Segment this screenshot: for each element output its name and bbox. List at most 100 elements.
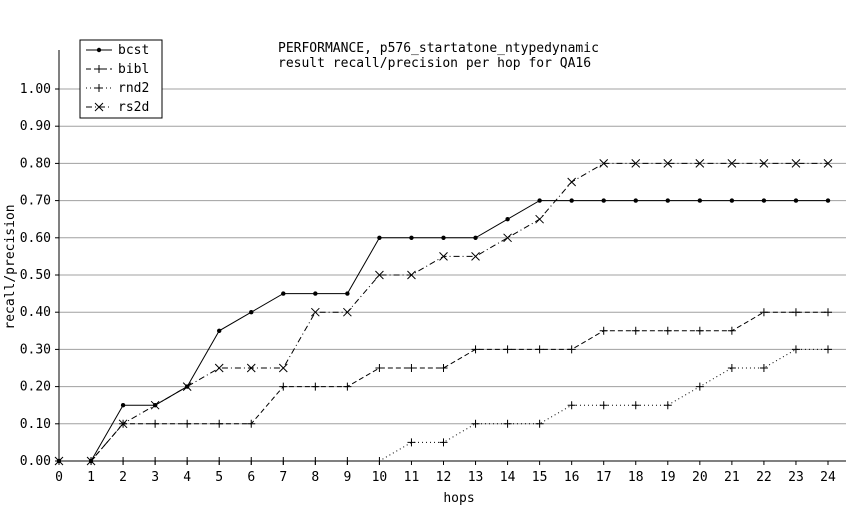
data-point-bcst [729,198,735,203]
data-point-bcst [665,198,670,203]
y-tick-label: 0.60 [20,231,51,246]
data-point-rnd2 [311,457,320,465]
series-lines [54,159,833,466]
data-point-rs2d [278,363,288,373]
data-point-rnd2 [727,364,736,372]
data-point-rs2d [663,159,673,168]
data-point-rs2d [182,382,192,391]
data-point-bibl [567,345,576,354]
x-tick-label: 23 [788,470,804,485]
data-point-rnd2 [343,457,352,465]
data-point-bcst [441,235,446,240]
data-point-bcst [473,235,478,240]
data-point-rnd2 [824,345,832,354]
legend-marker-rs2d [94,102,104,112]
data-point-bcst [601,198,606,203]
x-tick-label: 18 [628,470,644,485]
axes [58,50,846,462]
data-point-bcst [569,198,574,203]
legend: bcst bibl rnd2 rs2d [79,39,163,119]
legend-marker-bibl [95,65,103,73]
x-tick-label: 9 [343,470,351,485]
x-tick-label: 2 [119,470,127,485]
x-tick-label: 12 [436,470,452,485]
data-point-rs2d [503,233,512,243]
data-point-rs2d [54,456,64,466]
data-point-bibl [311,382,320,391]
data-point-rs2d [343,307,352,317]
x-tick-label: 22 [756,470,772,485]
x-tick-label: 21 [724,470,740,485]
chart-title-line-1: PERFORMANCE, p576_startatone_ntypedynami… [278,41,599,56]
x-tick-label: 16 [564,470,580,485]
y-tick-label: 0.20 [20,380,51,395]
data-point-rnd2 [695,382,704,391]
x-tick-label: 4 [183,470,191,485]
series-rs2d [54,159,833,466]
x-tick-label: 8 [311,470,319,485]
data-point-rnd2 [215,457,224,465]
data-point-rnd2 [791,345,800,354]
y-tick-label: 0.10 [20,417,51,432]
y-tick-label: 1.00 [20,82,51,97]
data-point-bibl [151,419,160,428]
data-point-rnd2 [151,457,160,465]
x-tick-label: 1 [87,470,95,485]
data-point-rs2d [567,177,577,187]
x-tick-label: 5 [215,470,223,485]
data-point-rs2d [823,159,833,168]
data-point-rnd2 [375,457,384,465]
data-point-bibl [824,308,832,317]
x-tick-label: 3 [151,470,159,485]
data-point-bibl [695,326,704,335]
data-point-bcst [697,198,703,203]
data-point-rs2d [214,363,224,373]
data-point-rs2d [150,400,160,410]
data-point-bibl [279,382,288,391]
data-point-bcst [537,198,542,203]
x-tick-label: 10 [372,470,388,485]
x-tick-label: 19 [660,470,676,485]
grid-lines [59,88,846,425]
data-point-rnd2 [119,457,128,465]
data-point-rnd2 [407,438,416,447]
data-point-rnd2 [535,419,544,428]
data-point-bcst [281,291,286,296]
data-point-bibl [439,364,448,372]
data-point-bcst [825,198,831,203]
data-point-bibl [599,326,608,335]
data-point-rnd2 [663,401,672,410]
chart-title-line-2: result recall/precision per hop for QA16 [278,56,591,71]
data-point-rs2d [759,159,769,168]
legend-box [79,39,163,119]
data-point-bcst [505,217,510,222]
data-point-bcst [120,403,126,408]
y-tick-label: 0.30 [20,342,51,357]
data-point-bcst [793,198,799,203]
y-tick-label: 0.90 [20,119,51,134]
data-point-bcst [633,198,638,203]
data-point-rnd2 [471,419,480,428]
data-point-bibl [791,308,800,317]
data-point-bcst [409,235,414,240]
data-point-rs2d [535,214,544,224]
x-tick-label: 13 [468,470,484,485]
legend-marker-rnd2 [95,84,103,92]
legend-label-rnd2: rnd2 [118,81,149,96]
x-tick-label: 6 [247,470,255,485]
data-point-rs2d [439,252,448,261]
x-tick-label: 7 [279,470,287,485]
data-point-rnd2 [183,457,192,465]
data-point-bcst [217,328,222,333]
data-point-rnd2 [567,401,576,410]
data-point-bibl [535,345,544,354]
x-tick-label: 24 [820,470,836,485]
data-point-bcst [345,291,350,296]
legend-marker-bcst [96,47,102,53]
data-point-rs2d [118,419,128,429]
data-point-bibl [343,382,352,391]
data-point-rs2d [471,252,480,261]
data-point-rs2d [86,456,96,466]
data-point-bibl [247,419,256,428]
